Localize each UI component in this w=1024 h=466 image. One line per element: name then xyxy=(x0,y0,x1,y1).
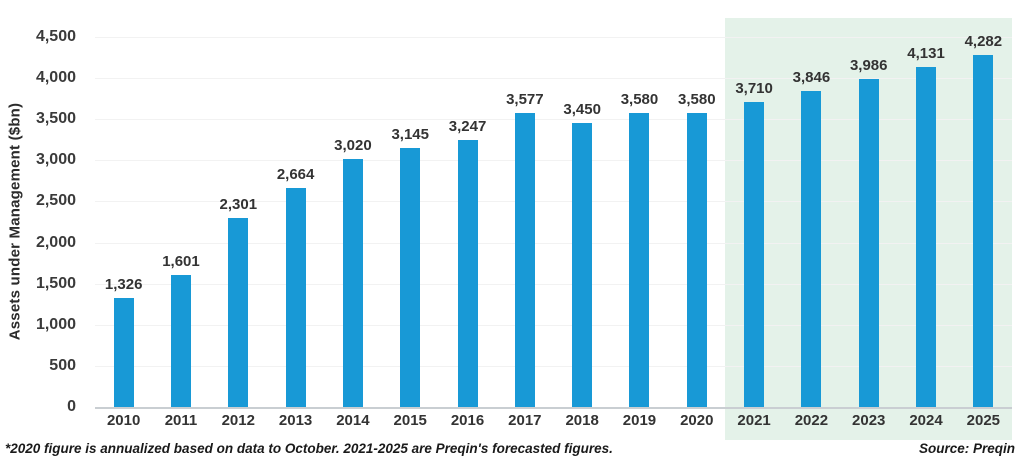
bar-slot-2011: 1,601 xyxy=(152,37,209,407)
gridline-4,000 xyxy=(95,78,1012,80)
bar-2012 xyxy=(228,217,249,407)
x-tick-label-2015: 2015 xyxy=(393,412,427,429)
y-tick-label-2,500: 2,500 xyxy=(35,192,76,210)
x-tick-label-2016: 2016 xyxy=(450,412,485,429)
bar-2020 xyxy=(686,112,707,407)
x-axis-tick-row: 2010 2011 2012 2013 2014 2015 2016 2017 2018 2019… xyxy=(95,412,1012,432)
x-tick-label-2021: 2021 xyxy=(737,412,771,429)
gridline-500 xyxy=(95,365,1012,367)
bar-value-label-2024: 4,131 xyxy=(907,45,945,63)
bar-value-label-2011: 1,601 xyxy=(162,253,200,271)
y-tick-label-0: 0 xyxy=(67,398,76,415)
bar-slot-2014: 3,020 xyxy=(324,37,381,407)
bar-value-label-2013: 2,664 xyxy=(276,165,315,183)
x-tick-label-2012: 2012 xyxy=(221,412,255,429)
bar-slot-2010: 1,326 xyxy=(95,37,152,407)
bar-value-label-2019: 3,580 xyxy=(620,90,659,108)
bar-value-label-2016: 3,247 xyxy=(448,118,487,136)
bar-slot-2013: 2,664 xyxy=(267,37,324,407)
bar-2019 xyxy=(629,112,650,407)
bar-value-label-2021: 3,710 xyxy=(735,79,773,97)
bar-2011 xyxy=(170,275,191,407)
bar-2018 xyxy=(572,123,593,407)
x-tick-label-2019: 2019 xyxy=(622,412,657,429)
bar-slot-2019: 3,580 xyxy=(611,37,668,407)
bar-slot-2016: 3,247 xyxy=(439,37,496,407)
x-tick-label-2025: 2025 xyxy=(966,412,1001,429)
source-credit: Source: Preqin xyxy=(918,441,1015,456)
bar-slot-2012: 2,301 xyxy=(210,37,267,407)
gridline-1,000 xyxy=(95,324,1012,326)
bar-2013 xyxy=(285,187,306,407)
bar-2025 xyxy=(973,54,994,407)
x-tick-label-2018: 2018 xyxy=(565,412,599,429)
bar-2021 xyxy=(744,101,765,407)
bar-2017 xyxy=(514,112,535,407)
x-tick-label-2017: 2017 xyxy=(508,412,542,429)
bar-value-label-2012: 2,301 xyxy=(219,195,258,213)
bar-slot-2022: 3,846 xyxy=(783,37,840,407)
y-tick-label-1,000: 1,000 xyxy=(35,315,76,333)
bar-slot-2018: 3,450 xyxy=(554,37,611,407)
gridline-3,000 xyxy=(95,160,1012,162)
bar-2024 xyxy=(916,67,937,407)
y-tick-label-1,500: 1,500 xyxy=(35,274,76,292)
y-tick-label-3,000: 3,000 xyxy=(35,151,76,169)
bar-value-label-2025: 4,282 xyxy=(964,32,1003,50)
y-tick-label-500: 500 xyxy=(49,356,76,374)
bar-value-label-2010: 1,326 xyxy=(104,275,143,293)
bar-value-label-2017: 3,577 xyxy=(506,90,544,108)
bar-2015 xyxy=(400,148,421,407)
bar-value-label-2020: 3,580 xyxy=(678,90,716,108)
gridline-2,500 xyxy=(95,201,1012,203)
bar-value-label-2015: 3,145 xyxy=(391,126,429,144)
bar-value-label-2018: 3,450 xyxy=(563,101,601,119)
bar-slot-2025: 4,282 xyxy=(955,33,1012,407)
x-tick-label-2010: 2010 xyxy=(106,412,141,429)
bar-2010 xyxy=(113,297,134,407)
bar-slot-2023: 3,986 xyxy=(840,37,897,407)
gridline-2,000 xyxy=(95,242,1012,244)
gridline-1,500 xyxy=(95,283,1012,285)
bar-2016 xyxy=(457,140,478,407)
x-tick-label-2022: 2022 xyxy=(794,412,829,429)
bar-2023 xyxy=(858,79,879,407)
bar-2014 xyxy=(342,158,363,407)
bar-slot-2017: 3,577 xyxy=(496,37,553,407)
bar-slot-2020: 3,580 xyxy=(668,37,725,407)
y-tick-label-4,500: 4,500 xyxy=(35,28,76,45)
plot-area: 0 500 1,000 1,500 2,000 2,500 3,000 3,500 4,000 4… xyxy=(36,28,1012,415)
x-tick-label-2014: 2014 xyxy=(336,412,370,429)
bar-value-label-2023: 3,986 xyxy=(849,57,888,75)
gridline-3,500 xyxy=(95,119,1012,121)
bar-2022 xyxy=(801,90,822,407)
bar-slot-2021: 3,710 xyxy=(725,37,782,407)
x-tick-label-2020: 2020 xyxy=(680,412,714,429)
y-tick-label-3,500: 3,500 xyxy=(35,110,76,128)
bar-value-label-2014: 3,020 xyxy=(334,136,372,154)
x-tick-label-2011: 2011 xyxy=(164,412,198,429)
x-tick-label-2024: 2024 xyxy=(909,412,943,429)
x-tick-label-2023: 2023 xyxy=(852,412,886,429)
bar-slot-2024: 4,131 xyxy=(897,37,954,407)
x-tick-label-2013: 2013 xyxy=(278,412,313,429)
bar-value-label-2022: 3,846 xyxy=(792,68,831,86)
y-tick-label-4,000: 4,000 xyxy=(35,69,76,87)
gridline-4,500 xyxy=(95,37,1012,38)
y-tick-label-2,000: 2,000 xyxy=(35,233,76,251)
footnote: *2020 figure is annualized based on data… xyxy=(5,441,613,456)
bar-slot-2015: 3,145 xyxy=(382,37,439,407)
